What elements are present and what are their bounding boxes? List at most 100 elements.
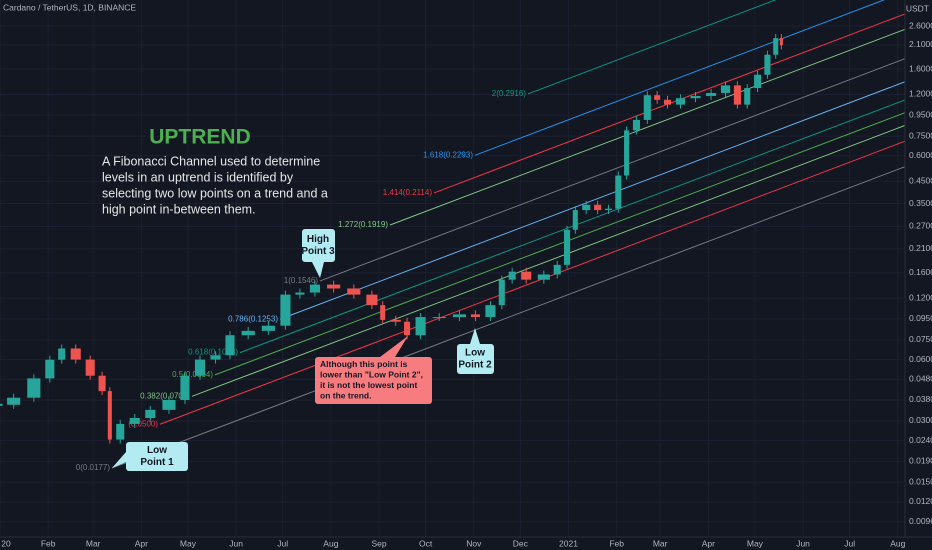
fib-line bbox=[527, 0, 777, 95]
candle bbox=[116, 423, 125, 440]
price-axis bbox=[905, 0, 932, 550]
candle bbox=[537, 274, 550, 280]
callout-text: on the trend. bbox=[320, 391, 371, 401]
description: A Fibonacci Channel used to determine lev… bbox=[102, 154, 328, 216]
candle bbox=[594, 204, 602, 211]
candle bbox=[485, 305, 496, 318]
x-tick-label: 2021 bbox=[559, 538, 578, 548]
callout-text: Point 3 bbox=[301, 246, 335, 257]
candles bbox=[0, 34, 783, 444]
x-tick-label: Mar bbox=[653, 538, 668, 548]
candle bbox=[773, 38, 779, 55]
x-tick-label: May bbox=[747, 538, 764, 548]
candle bbox=[779, 38, 783, 46]
candle bbox=[404, 321, 411, 336]
x-tick-label: Jul bbox=[844, 538, 855, 548]
callout-text: Point 2 bbox=[458, 360, 492, 371]
candle bbox=[45, 359, 55, 379]
callout-pointer bbox=[470, 328, 480, 344]
candle bbox=[27, 378, 41, 398]
description-line: selecting two low points on a trend and … bbox=[102, 186, 328, 200]
candle bbox=[98, 375, 106, 392]
x-tick-label: Oct bbox=[419, 538, 433, 548]
candle bbox=[347, 288, 361, 295]
candle bbox=[764, 54, 771, 75]
fib-label: 0.5(0.0864) bbox=[172, 370, 213, 379]
callout-text: Point 1 bbox=[140, 457, 174, 468]
callout-text: High bbox=[307, 234, 329, 245]
callout-text: Low bbox=[465, 348, 485, 359]
candle bbox=[572, 210, 578, 230]
candle bbox=[366, 294, 378, 306]
fib-label: 1.414(0.2114) bbox=[383, 188, 433, 197]
fib-line bbox=[111, 166, 906, 469]
annotation-title: UPTREND bbox=[149, 126, 251, 149]
callout-pointer bbox=[312, 262, 324, 278]
callout-text: lower than "Low Point 2", bbox=[320, 370, 423, 380]
fib-label: 0.382(0.0700) bbox=[140, 391, 190, 400]
candle bbox=[295, 292, 305, 295]
time-axis bbox=[0, 537, 932, 550]
y-tick-label: 0.0096 bbox=[909, 516, 932, 526]
callout-text: it is not the lowest point bbox=[320, 380, 417, 390]
candle bbox=[754, 74, 762, 89]
x-tick-label: Apr bbox=[702, 538, 715, 548]
candle bbox=[663, 99, 672, 105]
candle bbox=[432, 317, 446, 319]
x-tick-label: Mar bbox=[86, 538, 101, 548]
candle bbox=[615, 175, 622, 209]
fib-line bbox=[319, 58, 906, 282]
candle bbox=[720, 85, 731, 94]
x-tick-label: Apr bbox=[135, 538, 148, 548]
fib-label: 1(0.1546) bbox=[284, 276, 319, 285]
candle bbox=[162, 399, 176, 410]
callout-box bbox=[315, 357, 432, 404]
grid bbox=[0, 0, 905, 537]
fib-label: 0.618(0.1023) bbox=[188, 348, 238, 357]
candle bbox=[553, 264, 561, 275]
candle bbox=[690, 95, 701, 99]
candle bbox=[604, 208, 613, 211]
candle bbox=[309, 284, 320, 293]
fib-line bbox=[191, 124, 906, 397]
candle bbox=[654, 95, 661, 100]
fib-label: 0(0.0177) bbox=[76, 463, 111, 472]
description-line: A Fibonacci Channel used to determine bbox=[102, 154, 320, 168]
fib-label: 2(0.2916) bbox=[492, 89, 527, 98]
candle bbox=[129, 418, 140, 424]
candle bbox=[280, 294, 291, 326]
candle bbox=[705, 93, 717, 96]
x-tick-label: Aug bbox=[890, 538, 905, 548]
fib-line bbox=[279, 81, 906, 320]
description-line: high point in-between them. bbox=[102, 202, 256, 216]
fib-label: 1.272(0.1919) bbox=[338, 220, 388, 229]
candle bbox=[744, 88, 751, 105]
x-tick-label: Feb bbox=[609, 538, 624, 548]
candle bbox=[632, 119, 640, 131]
candle bbox=[327, 284, 341, 289]
callout-box bbox=[302, 229, 335, 262]
price-unit: USDT bbox=[906, 3, 929, 13]
x-tick-label: May bbox=[180, 538, 197, 548]
fib-label: 0.786(0.1253) bbox=[228, 314, 278, 323]
candle bbox=[643, 95, 651, 120]
candle bbox=[107, 391, 112, 440]
candle bbox=[470, 314, 480, 318]
